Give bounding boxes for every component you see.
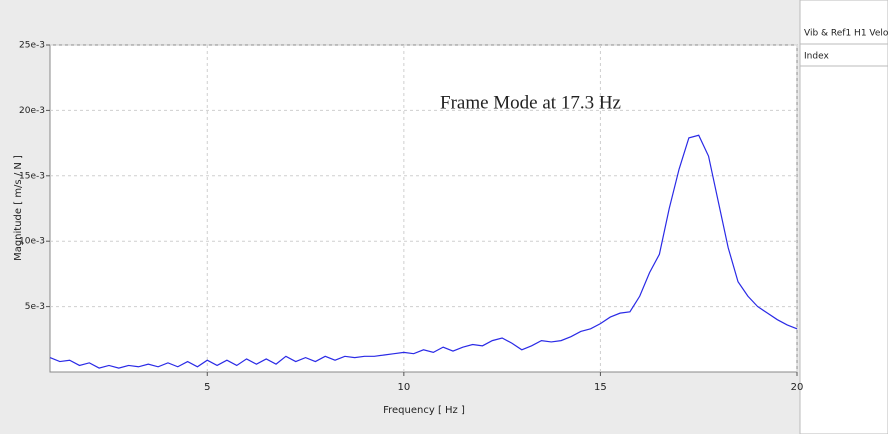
annotation: Frame Mode at 17.3 Hz [440, 92, 621, 113]
x-tick-label: 10 [397, 382, 410, 393]
y-tick-label: 20e-3 [19, 106, 45, 116]
panel-title: Vib & Ref1 H1 Veloc. [804, 29, 888, 39]
panel-column: Index [804, 52, 829, 62]
x-tick-label: 20 [791, 382, 804, 393]
x-axis-label: Frequency [ Hz ] [383, 405, 465, 416]
y-axis-label: Magnitude [ m/s / N ] [13, 155, 24, 261]
y-tick-label: 5e-3 [25, 302, 45, 312]
data-line [49, 134, 798, 369]
x-tick-label: 15 [594, 382, 607, 393]
plot-area [49, 44, 798, 373]
side-panel [799, 0, 888, 434]
y-tick-label: 10e-3 [19, 237, 45, 247]
y-tick-label: 15e-3 [19, 171, 45, 181]
y-tick-label: 25e-3 [19, 41, 45, 51]
x-tick-label: 5 [204, 382, 210, 393]
